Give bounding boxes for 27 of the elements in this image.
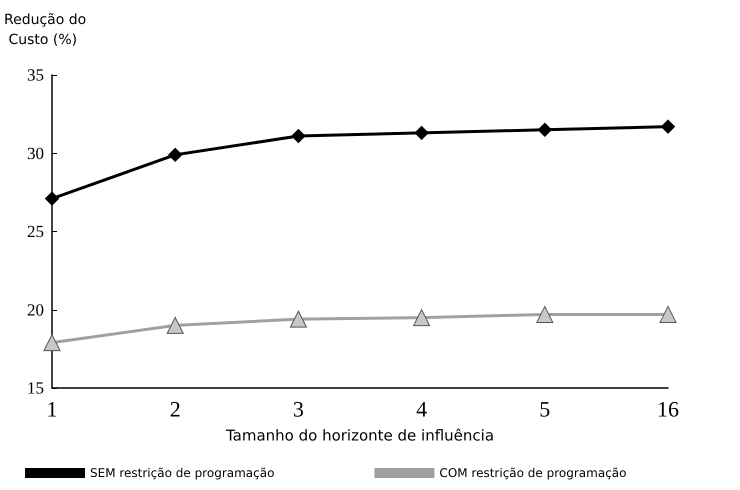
x-axis-title: Tamanho do horizonte de influência (224, 426, 494, 444)
point (44, 334, 60, 352)
x-tick-label: 1 (46, 396, 58, 422)
point (168, 148, 182, 162)
point (290, 310, 307, 328)
x-tick-label: 4 (416, 396, 428, 422)
y-tick-label: 35 (27, 66, 44, 84)
x-tick-label: 2 (170, 396, 181, 422)
point (660, 306, 676, 323)
legend-label: SEM restrição de programação (90, 466, 274, 480)
point (413, 309, 430, 326)
y-tick-label: 30 (27, 144, 44, 163)
point (291, 129, 306, 144)
point (414, 126, 429, 140)
point (536, 306, 554, 323)
point (538, 122, 552, 137)
point (661, 120, 675, 134)
y-tick-label: 25 (27, 222, 44, 241)
y-axis-title: Redução do Custo (%) (4, 12, 86, 48)
point (166, 316, 184, 334)
x-tick-label: 3 (292, 396, 304, 422)
legend-label: COM restrição de programação (439, 466, 626, 480)
x-tick-label: 5 (539, 396, 550, 422)
point (45, 192, 59, 206)
y-tick-label: 15 (27, 378, 44, 398)
y-tick-label: 20 (27, 300, 44, 320)
x-tick-label: 16 (657, 396, 679, 422)
